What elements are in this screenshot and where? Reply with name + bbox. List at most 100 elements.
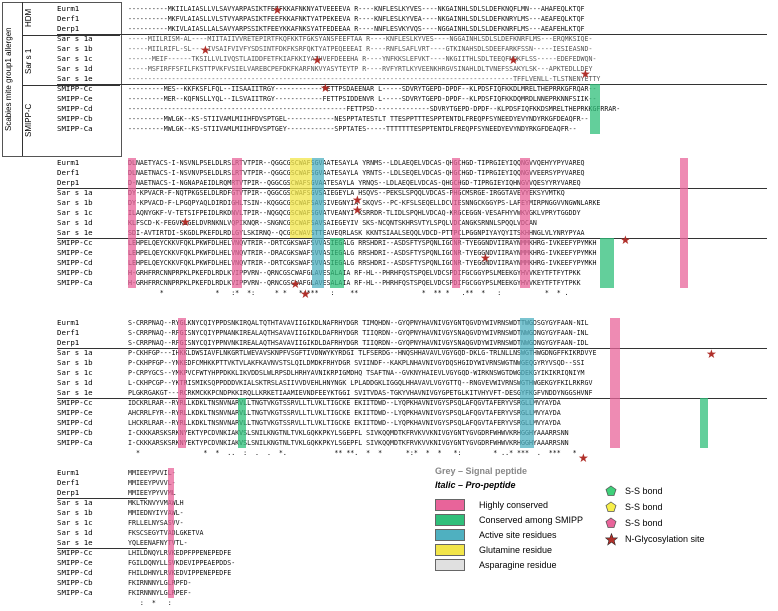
sequence-name: SMIPP-Ca xyxy=(57,124,93,133)
legend-swatch xyxy=(435,529,465,541)
sequence-name: Sar s 1d xyxy=(57,378,93,387)
sequence-name: SMIPP-Cb xyxy=(57,114,93,123)
sequence-name: Derf1 xyxy=(57,14,80,23)
glycosylation-star-icon: ★ xyxy=(352,203,363,217)
sequence-name: SMIPP-Cd xyxy=(57,258,93,267)
group-separator xyxy=(57,548,147,549)
group-separator xyxy=(57,498,147,499)
glycosylation-star-icon: ★ xyxy=(272,3,283,17)
sequence-name: SMIPP-Cd xyxy=(57,104,93,113)
sequence-name: Sar s 1c xyxy=(57,368,93,377)
sequence-rows: S-CRRPNAQ--RYGLKNYCQIYPPDSNKIRQALTQTHTAV… xyxy=(128,318,768,448)
sequence-row: DLNAETYACS-I-NSVNLPSELDLRSLRTVTPIR--QGGC… xyxy=(128,159,585,167)
sequence-name: Derf1 xyxy=(57,168,80,177)
sequence-row: IDCKRLRAR--RYRLLKDKLTNSNVNARVLLTNGTVKGTS… xyxy=(128,399,561,407)
sequence-row: FKIRNNNYLGLRPFD- xyxy=(128,579,192,587)
frame-divider-v xyxy=(22,2,23,156)
sequence-name: Sar s 1d xyxy=(57,528,93,537)
glycosylation-star-icon: ★ xyxy=(580,67,591,81)
sequence-row: ILAQNYGKF-V-TETSIFPEIDLRKDNVLTPIR--NQGQC… xyxy=(128,209,581,217)
sequence-name: Derp1 xyxy=(57,488,80,497)
glycosylation-star-icon: ★ xyxy=(578,451,589,465)
sequence-rows: MMIEEYPVVIL- MMIEEYPVVVL- MMIEEYPYVVML MKLT… xyxy=(128,468,248,598)
sequence-name: Eurm1 xyxy=(57,158,80,167)
sequence-row: FKSCSEGYTVADLGKETVA xyxy=(128,529,204,537)
sequence-name: SMIPP-Cc xyxy=(57,84,93,93)
residue-highlight xyxy=(330,238,344,288)
pentagon-icon xyxy=(605,517,617,529)
sequence-names: Eurm1 Derf1 Derp1 Sar s 1a Sar s 1b Sar s 1c S… xyxy=(57,468,93,598)
sequence-row: LEHPELQEYCKKVFQKLPKWFDLHELVNQVTRIR--DRTC… xyxy=(128,259,597,267)
sequence-name: Sar s 1b xyxy=(57,508,93,517)
residue-highlight xyxy=(178,318,186,448)
sequence-name: Eurm1 xyxy=(57,4,80,13)
sequence-row: PLGKRGAKGT---RCRKMCKKPCNDPKKIRQLLKRKETIA… xyxy=(128,389,593,397)
sequence-row: LEHPELQEYCKKVFQKLPKWFDLHELVNQVTRIR--DRTC… xyxy=(128,239,597,247)
sequence-row: D-NAETNACS-I-NGNAPAEIDLRQMRTVTPIR--QGGCG… xyxy=(128,179,581,187)
sequence-row: MMIEEYPVVIL- xyxy=(128,469,176,477)
sequence-name: Derp1 xyxy=(57,178,80,187)
residue-highlight xyxy=(232,158,242,288)
sequence-name: SMIPP-Ca xyxy=(57,278,93,287)
glycosylation-star-icon: ★ xyxy=(480,251,491,265)
star-icon xyxy=(604,532,619,546)
sequence-row: DY-KPVACD-F-LPGQPYAQLDIRDIGHLTSIN--KQGGC… xyxy=(128,199,601,207)
group-separator xyxy=(57,188,767,189)
sequence-name: Sar s 1e xyxy=(57,538,93,547)
sequence-name: Sar s 1a xyxy=(57,498,93,507)
sequence-row: H-GRHFRRCNNPRPKLPKEFDLRDLKVIPPVRN--QRNCG… xyxy=(128,279,581,287)
sequence-row: ---------MWLGK--KS-STIIVAMLMIIHFDVSPTGEL… xyxy=(128,115,589,123)
sequence-row: ----------MKFVLAIASLLVLSTVYARPASIKTFEEFK… xyxy=(128,15,585,23)
glycosylation-star-icon: ★ xyxy=(352,193,363,207)
sequence-name: SMIPP-Cb xyxy=(57,268,93,277)
residue-highlight xyxy=(168,468,174,598)
sequence-name: Sar s 1a xyxy=(57,34,93,43)
sequence-row: P-CKHFGP---IHKKLDWSIAVFLNKGRTLWEVAVSKNPF… xyxy=(128,349,597,357)
sequence-row: LEHPELQEYCKKVFQKLPKWFDLHELVNQVTRIR--DRAC… xyxy=(128,249,597,257)
residue-highlight xyxy=(128,158,136,288)
sequence-name: Sar s 1e xyxy=(57,388,93,397)
sequence-name: SMIPP-Cc xyxy=(57,398,93,407)
sequence-name: SMIPP-Cd xyxy=(57,418,93,427)
sequence-row: ------MEIF------TKSILLVLIVQSTLAIDDFETFKI… xyxy=(128,55,597,63)
residue-highlight xyxy=(700,398,708,448)
conservation-line: * * * .. : . . *. ** **. * * *:* * * *: … xyxy=(128,449,577,457)
residue-highlight xyxy=(520,318,534,448)
sequence-rows: ----------MKIILAIASLLVLSAVYARPASIKTFEEFK… xyxy=(128,4,768,134)
conservation-line: : * : xyxy=(128,599,172,607)
legend-grey-note: Grey – Signal peptide xyxy=(435,466,528,476)
sequence-row: DLNAETNACS-I-NSVNVPSELDLRSLRTVTPIR--QGGC… xyxy=(128,169,585,177)
residue-highlight xyxy=(680,158,688,288)
sequence-names: Eurm1 Derf1 Derp1 Sar s 1a Sar s 1b Sar s 1c S… xyxy=(57,4,93,134)
sequence-name: Sar s 1d xyxy=(57,64,93,73)
sequence-name: Eurm1 xyxy=(57,468,80,477)
sequence-name: Derp1 xyxy=(57,338,80,347)
pentagon-icon xyxy=(605,501,617,513)
sequence-row: DY-KPVACR-F-NQTPKGSELDLRDFGTVTPIR--QGGCG… xyxy=(128,189,565,197)
sequence-row: I-CKKKARSKSRKNYEKTYPCDVNKIAKVSLSNILKNGTN… xyxy=(128,439,569,447)
sequence-row: ---------MES--KKFKSFLFQL--IISAAIITRGY---… xyxy=(128,85,597,93)
legend-symbol-label: N-Glycosylation site xyxy=(625,534,705,544)
glycosylation-star-icon: ★ xyxy=(300,287,311,301)
glycosylation-star-icon: ★ xyxy=(180,215,191,229)
sequence-name: SMIPP-Ca xyxy=(57,438,93,447)
sequence-row: L-CKHPCGP--YKTRISMIKSQPPDDDVKIALSKTRSLAS… xyxy=(128,379,593,387)
residue-highlight xyxy=(600,238,614,288)
legend-symbol-label: S-S bond xyxy=(625,486,663,496)
frame-divider-2 xyxy=(22,85,120,86)
sequence-row: H-GRHFRRCNNPRPKLPKEFDLRDLKVIPPVRN--QRNCG… xyxy=(128,269,581,277)
group-separator xyxy=(57,34,767,35)
legend-symbol-label: S-S bond xyxy=(625,518,663,528)
group-label-sar: Sar s 1 xyxy=(24,48,33,74)
sequence-row: -----MIILRISM-AL----MIITAIIVVRETEPIRTFKQ… xyxy=(128,35,593,43)
sequence-row: KLFSCD-K-FEGVKLGELDVRNKNLVQPIKNQR--SNGNC… xyxy=(128,219,537,227)
legend-italic-note: Italic – Pro-peptide xyxy=(435,480,516,490)
sequence-row: MKLTKNVYVMAWLH xyxy=(128,499,184,507)
glycosylation-star-icon: ★ xyxy=(706,347,717,361)
group-separator xyxy=(57,348,767,349)
sequence-row: I-CKKKARSKSRKNYEKTYPCDVNKIAKVSLSNILKNGTN… xyxy=(128,429,569,437)
sequence-name: Sar s 1c xyxy=(57,54,93,63)
sequence-row: MMIEEYPYVVML xyxy=(128,489,176,497)
sequence-name: Derp1 xyxy=(57,24,80,33)
sequence-row: ----------MKIILAIASLLVLSAVYARPASIKTFEEFK… xyxy=(128,5,585,13)
